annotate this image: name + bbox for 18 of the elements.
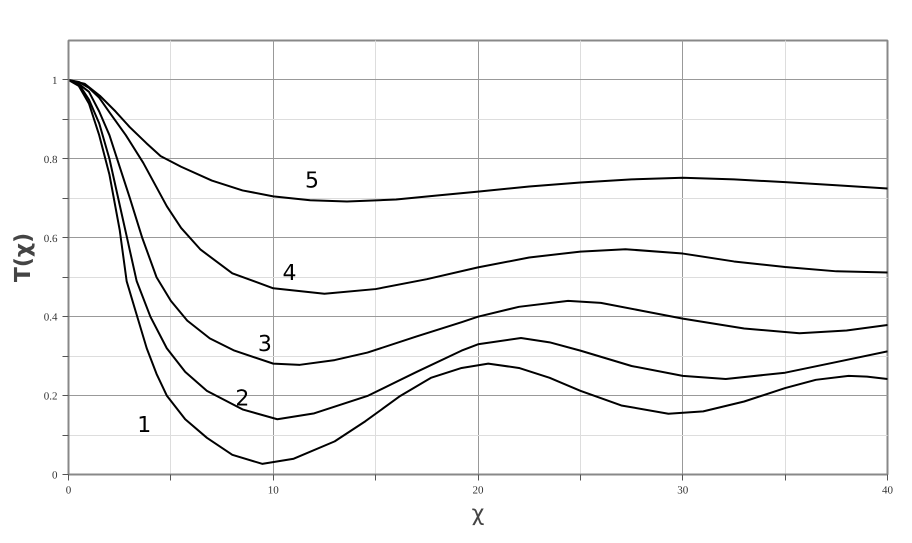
- series-label: 4: [282, 260, 296, 286]
- series-label: 3: [258, 332, 272, 357]
- series-label: 2: [235, 386, 250, 412]
- x-tick-label: 20: [472, 484, 484, 496]
- y-tick-label: 1: [52, 74, 58, 87]
- x-axis-title: χ: [472, 502, 485, 526]
- x-tick-label: 40: [882, 484, 894, 496]
- x-tick-label: 10: [268, 484, 280, 496]
- y-tick-label: 0.2: [44, 390, 58, 403]
- x-tick-label: 30: [677, 484, 689, 496]
- y-tick-label: 0.4: [44, 312, 58, 324]
- series-label: 5: [304, 168, 319, 194]
- series-label: 1: [137, 412, 152, 438]
- y-tick-label: 0.8: [44, 154, 58, 166]
- y-tick-label: 0: [52, 470, 58, 482]
- y-tick-label: 0.6: [44, 232, 58, 245]
- y-axis-title: T(χ): [10, 232, 36, 282]
- x-tick-label: 0: [66, 484, 72, 496]
